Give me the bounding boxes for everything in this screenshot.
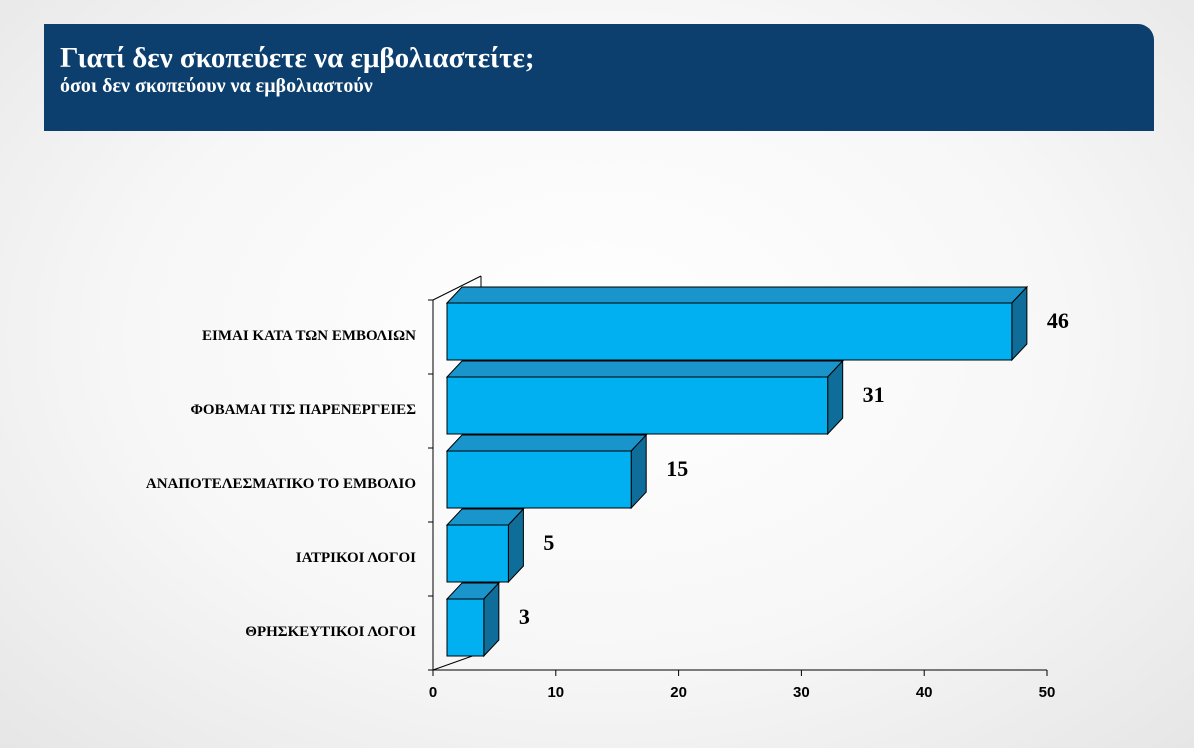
bar <box>446 524 509 583</box>
x-tick-label: 40 <box>916 684 933 701</box>
data-label: 15 <box>666 456 688 481</box>
x-tick-label: 10 <box>547 684 564 701</box>
data-label: 5 <box>543 530 554 555</box>
bar-top-face <box>445 434 648 452</box>
page-subtitle: όσοι δεν σκοπεύουν να εμβολιαστούν <box>60 75 373 97</box>
data-label: 31 <box>863 382 885 407</box>
bar <box>446 450 632 509</box>
category-label: ΕΙΜΑΙ ΚΑΤΑ ΤΩΝ ΕΜΒΟΛΙΩΝ <box>202 328 416 344</box>
x-tick-label: 20 <box>670 684 687 701</box>
axis-top-depth-line <box>432 275 482 301</box>
x-tick-label: 50 <box>1039 684 1056 701</box>
bar-top-face <box>445 286 1029 304</box>
axis-depth-line <box>432 653 479 671</box>
bar-top-face <box>445 360 844 378</box>
category-label: ΙΑΤΡΙΚΟΙ ΛΟΓΟΙ <box>296 550 416 566</box>
x-tick-label: 30 <box>793 684 810 701</box>
category-label: ΦΟΒΑΜΑΙ ΤΙΣ ΠΑΡΕΝΕΡΓΕΙΕΣ <box>190 402 416 418</box>
category-label: ΑΝΑΠΟΤΕΛΕΣΜΑΤΙΚΟ ΤΟ ΕΜΒΟΛΙΟ <box>146 476 416 492</box>
bar <box>446 598 485 657</box>
data-label: 3 <box>519 604 530 629</box>
x-tick-label: 0 <box>429 684 437 701</box>
bar <box>446 376 829 435</box>
page-title: Γιατί δεν σκοπεύετε να εμβολιαστείτε; <box>60 42 535 74</box>
header-banner: Γιατί δεν σκοπεύετε να εμβολιαστείτε; όσ… <box>44 24 1154 131</box>
data-label: 46 <box>1047 308 1069 333</box>
bar <box>446 302 1013 361</box>
category-label: ΘΡΗΣΚΕΥΤΙΚΟΙ ΛΟΓΟΙ <box>245 624 416 640</box>
